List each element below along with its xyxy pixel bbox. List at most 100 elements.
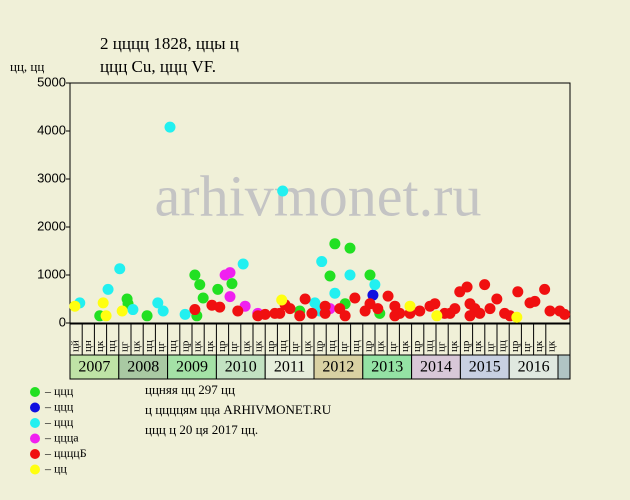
y-tick-label: 3000 xyxy=(37,170,66,185)
chart-title: 2 цццц 1828, ццы ц xyxy=(100,34,239,53)
point xyxy=(367,289,379,301)
point xyxy=(224,267,236,279)
year-label: 2016 xyxy=(518,359,550,376)
year-label: 2015 xyxy=(469,359,501,376)
point xyxy=(429,298,441,310)
legend-marker xyxy=(30,402,40,413)
point xyxy=(102,283,114,295)
point xyxy=(344,242,356,254)
year-cell xyxy=(508,354,559,380)
point xyxy=(114,263,126,275)
year-label: 2012 xyxy=(322,359,354,376)
point xyxy=(157,305,169,317)
note: ццняя цц 297 цц xyxy=(145,382,235,397)
sub-label: цк xyxy=(253,340,265,352)
sub-label: цр xyxy=(179,340,191,352)
point xyxy=(329,287,341,299)
y-tick-label: 1000 xyxy=(37,266,66,281)
point xyxy=(479,279,491,291)
point xyxy=(544,305,556,317)
sub-label: цк xyxy=(131,340,143,352)
point xyxy=(100,310,112,322)
sub-label: цр xyxy=(314,340,326,352)
year-label: 2009 xyxy=(176,359,208,376)
point xyxy=(461,281,473,293)
chart-subtitle: ццц Cu, ццц VF. xyxy=(100,57,216,76)
sub-label: цг xyxy=(228,341,240,352)
point xyxy=(511,311,523,323)
sub-label: цц xyxy=(423,340,435,352)
y-tick-label: 2000 xyxy=(37,218,66,233)
note: ццц ц 20 ця 2017 цц. xyxy=(145,422,258,437)
sub-label: цц xyxy=(106,340,118,352)
point xyxy=(232,305,244,317)
point xyxy=(97,297,109,309)
point xyxy=(214,301,226,313)
sub-label: цр xyxy=(509,340,521,352)
sub-label: цг xyxy=(118,341,130,352)
point xyxy=(382,290,394,302)
point xyxy=(474,307,486,319)
year-label: 2013 xyxy=(371,359,403,376)
point xyxy=(189,269,201,281)
sub-label: цр xyxy=(411,340,423,352)
point xyxy=(324,270,336,282)
point xyxy=(316,256,328,268)
point xyxy=(414,305,426,317)
point xyxy=(127,304,139,316)
sub-label: цг xyxy=(387,341,399,352)
point xyxy=(237,258,249,270)
watermark: arhivmonet.ru xyxy=(155,163,482,228)
point xyxy=(226,278,238,290)
point xyxy=(277,185,289,197)
point xyxy=(141,310,153,322)
year-cell-end xyxy=(557,354,571,380)
point xyxy=(152,297,164,309)
year-cell xyxy=(118,354,169,380)
sub-label: цк xyxy=(399,340,411,352)
year-cell xyxy=(69,354,120,380)
point xyxy=(212,283,224,295)
point xyxy=(364,269,376,281)
point xyxy=(491,293,503,305)
year-cell xyxy=(411,354,461,380)
sub-label: цц xyxy=(497,340,509,352)
point xyxy=(372,303,384,315)
legend-label: – ццц xyxy=(44,399,74,413)
point xyxy=(339,310,351,322)
point xyxy=(512,286,524,298)
point xyxy=(319,300,331,312)
legend-label: – цц xyxy=(44,461,67,475)
plot-area xyxy=(69,82,571,324)
legend-label: – ццц xyxy=(44,415,74,429)
sub-label: цц xyxy=(143,340,155,352)
sub-label: цк xyxy=(448,340,460,352)
y-axis-label: цц, цц xyxy=(10,59,44,74)
sub-label: цр xyxy=(460,340,472,352)
legend-label: – цццa xyxy=(44,430,79,444)
year-cell xyxy=(167,354,217,380)
sub-label: цр xyxy=(362,340,374,352)
point xyxy=(484,303,496,315)
sub-label: цг xyxy=(521,341,533,352)
sub-label: цк xyxy=(545,340,557,352)
sub-label: цр xyxy=(265,340,277,352)
legend-marker xyxy=(30,433,40,444)
point xyxy=(189,304,201,316)
point xyxy=(329,238,341,250)
point xyxy=(464,310,476,322)
point xyxy=(164,121,176,133)
point xyxy=(529,295,541,307)
point xyxy=(539,283,551,295)
legend-marker xyxy=(30,449,40,459)
sub-label: цк xyxy=(375,340,387,352)
y-tick-label: 0 xyxy=(59,314,66,329)
sub-label: цц xyxy=(277,340,289,352)
legend-marker xyxy=(30,387,40,397)
sub-label: цк xyxy=(301,340,313,352)
point xyxy=(274,307,286,319)
point xyxy=(284,303,296,315)
legend-label: – ццццБ xyxy=(44,446,87,460)
